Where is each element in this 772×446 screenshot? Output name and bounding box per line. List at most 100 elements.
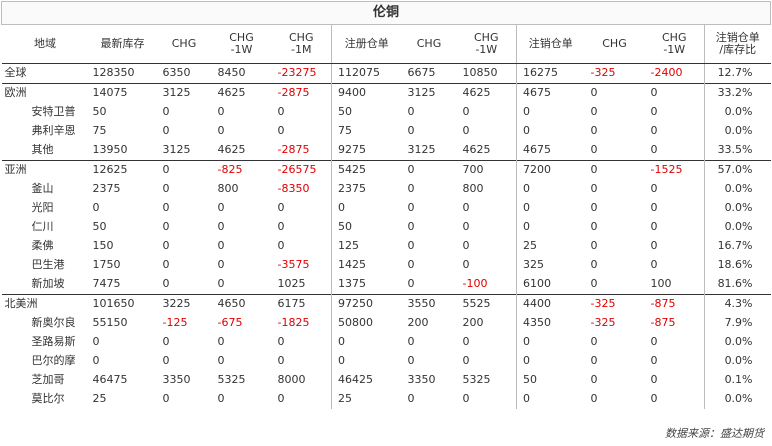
table-row: 圣路易斯 0 0 0 0 0 0 0 0 0 0 0.0% bbox=[2, 333, 771, 352]
table-cell: 3125 bbox=[156, 83, 212, 103]
table-cell: 0 bbox=[516, 180, 585, 199]
table-cell: -23275 bbox=[277, 66, 317, 80]
table-cell: 0 bbox=[650, 201, 658, 215]
table-cell: 5325 bbox=[462, 373, 491, 387]
table-cell: 0.0% bbox=[703, 352, 771, 371]
region-name: 新加坡 bbox=[31, 277, 65, 291]
table-cell: 57.0% bbox=[703, 160, 771, 180]
table-cell: 0 bbox=[407, 354, 415, 368]
table-cell: -8350 bbox=[277, 182, 310, 196]
region-name: 全球 bbox=[4, 66, 27, 80]
table-cell: 0 bbox=[156, 160, 212, 180]
region-name: 安特卫普 bbox=[31, 105, 76, 119]
table-cell: 0 bbox=[407, 201, 415, 215]
table-cell: 0 bbox=[650, 258, 658, 272]
table-cell: 0 bbox=[407, 105, 415, 119]
header-cell: CHG bbox=[584, 24, 645, 64]
table-cell: 0 bbox=[650, 373, 658, 387]
region-name: 釜山 bbox=[31, 182, 54, 196]
region-name: 欧洲 bbox=[1, 83, 89, 103]
table-cell: 13950 bbox=[92, 143, 128, 157]
table-cell: -2875 bbox=[277, 143, 310, 157]
table-cell: 0 bbox=[650, 124, 658, 138]
table-cell: 0 bbox=[516, 122, 585, 141]
table-cell: 0 bbox=[590, 105, 598, 119]
table-cell: 0 bbox=[407, 258, 415, 272]
table-cell: 0 bbox=[407, 392, 415, 406]
table-cell: 0 bbox=[92, 201, 100, 215]
table-cell: 1425 bbox=[331, 256, 402, 275]
table-cell: 16.7% bbox=[703, 237, 771, 256]
table-cell: 0 bbox=[217, 220, 225, 234]
table-cell: 50 bbox=[331, 103, 402, 122]
table-cell: 50 bbox=[516, 371, 585, 390]
table-cell: 5425 bbox=[331, 160, 402, 180]
table-cell: 0 bbox=[277, 335, 285, 349]
table-row: 亚洲 12625 0 -825 -26575 5425 0 700 7200 0 -1525 57.0… bbox=[1, 160, 771, 180]
table-cell: 0 bbox=[590, 373, 598, 387]
table-cell: 0 bbox=[217, 258, 225, 272]
table-cell: 9400 bbox=[331, 83, 402, 103]
table-cell: 325 bbox=[516, 256, 585, 275]
region-name: 仁川 bbox=[31, 220, 54, 234]
table-cell: 0 bbox=[277, 239, 285, 253]
table-cell: 0 bbox=[590, 392, 598, 406]
table-cell: 0 bbox=[590, 335, 598, 349]
table-cell: 4625 bbox=[462, 143, 491, 157]
table-cell: 200 bbox=[462, 316, 484, 330]
table-cell: 0 bbox=[590, 201, 598, 215]
table-cell: 6100 bbox=[516, 275, 585, 295]
table-cell: 0 bbox=[331, 199, 402, 218]
table-cell: 25 bbox=[331, 390, 402, 409]
table-cell: 6675 bbox=[407, 66, 436, 80]
table-cell: 46425 bbox=[331, 371, 402, 390]
table-cell: 0 bbox=[407, 335, 415, 349]
table-cell: 2375 bbox=[331, 180, 402, 199]
table-cell: 3225 bbox=[156, 294, 212, 314]
region-name: 新奥尔良 bbox=[31, 316, 76, 330]
table-cell: 0 bbox=[162, 354, 170, 368]
table-cell: 0 bbox=[590, 182, 598, 196]
header-cell: CHG -1W bbox=[456, 24, 517, 64]
region-name: 柔佛 bbox=[31, 239, 54, 253]
table-cell: 0 bbox=[407, 239, 415, 253]
region-name: 其他 bbox=[31, 143, 54, 157]
table-cell: 0 bbox=[590, 143, 598, 157]
table-cell: 4.3% bbox=[703, 294, 771, 314]
table-cell: 81.6% bbox=[703, 275, 771, 295]
table-cell: 0 bbox=[590, 124, 598, 138]
table-cell: 0 bbox=[462, 335, 470, 349]
table-row: 全球 128350 6350 8450 -23275 112075 6675 10850 162… bbox=[2, 63, 771, 84]
table-cell: 0 bbox=[162, 124, 170, 138]
table-cell: 4400 bbox=[516, 294, 585, 314]
table-cell: 14075 bbox=[88, 83, 157, 103]
region-name: 弗利辛恩 bbox=[31, 124, 76, 138]
table-cell: 7200 bbox=[516, 160, 585, 180]
table-cell: 0 bbox=[331, 333, 402, 352]
region-name: 芝加哥 bbox=[31, 373, 65, 387]
table-cell: 0 bbox=[590, 220, 598, 234]
table-cell: 12625 bbox=[88, 160, 157, 180]
table-cell: 0 bbox=[650, 335, 658, 349]
table-row: 巴尔的摩 0 0 0 0 0 0 0 0 0 0 0.0% bbox=[2, 352, 771, 371]
table-cell: 4625 bbox=[456, 83, 517, 103]
table-cell: 55150 bbox=[92, 316, 128, 330]
table-cell: 3125 bbox=[162, 143, 191, 157]
table-title: 伦铜 bbox=[0, 1, 772, 25]
table-cell: 3125 bbox=[401, 83, 457, 103]
table-cell: -675 bbox=[217, 316, 243, 330]
table-cell: 0 bbox=[407, 124, 415, 138]
table-cell: 0.1% bbox=[703, 371, 771, 390]
header-cell: CHG bbox=[156, 24, 212, 64]
header-cell: CHG bbox=[401, 24, 457, 64]
table-cell: 0 bbox=[462, 201, 470, 215]
region-name: 亚洲 bbox=[1, 160, 89, 180]
table-cell: 0 bbox=[516, 333, 585, 352]
table-cell: 125 bbox=[331, 237, 402, 256]
table-cell: -875 bbox=[650, 316, 676, 330]
table-row: 光阳 0 0 0 0 0 0 0 0 0 0 0.0% bbox=[2, 199, 771, 218]
table-cell: 18.6% bbox=[703, 256, 771, 275]
table-cell: -3575 bbox=[277, 258, 310, 272]
header-cell: 注册仓单 bbox=[331, 24, 402, 64]
